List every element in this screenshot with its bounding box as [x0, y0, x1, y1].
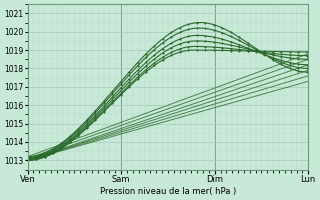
- X-axis label: Pression niveau de la mer( hPa ): Pression niveau de la mer( hPa ): [100, 187, 236, 196]
